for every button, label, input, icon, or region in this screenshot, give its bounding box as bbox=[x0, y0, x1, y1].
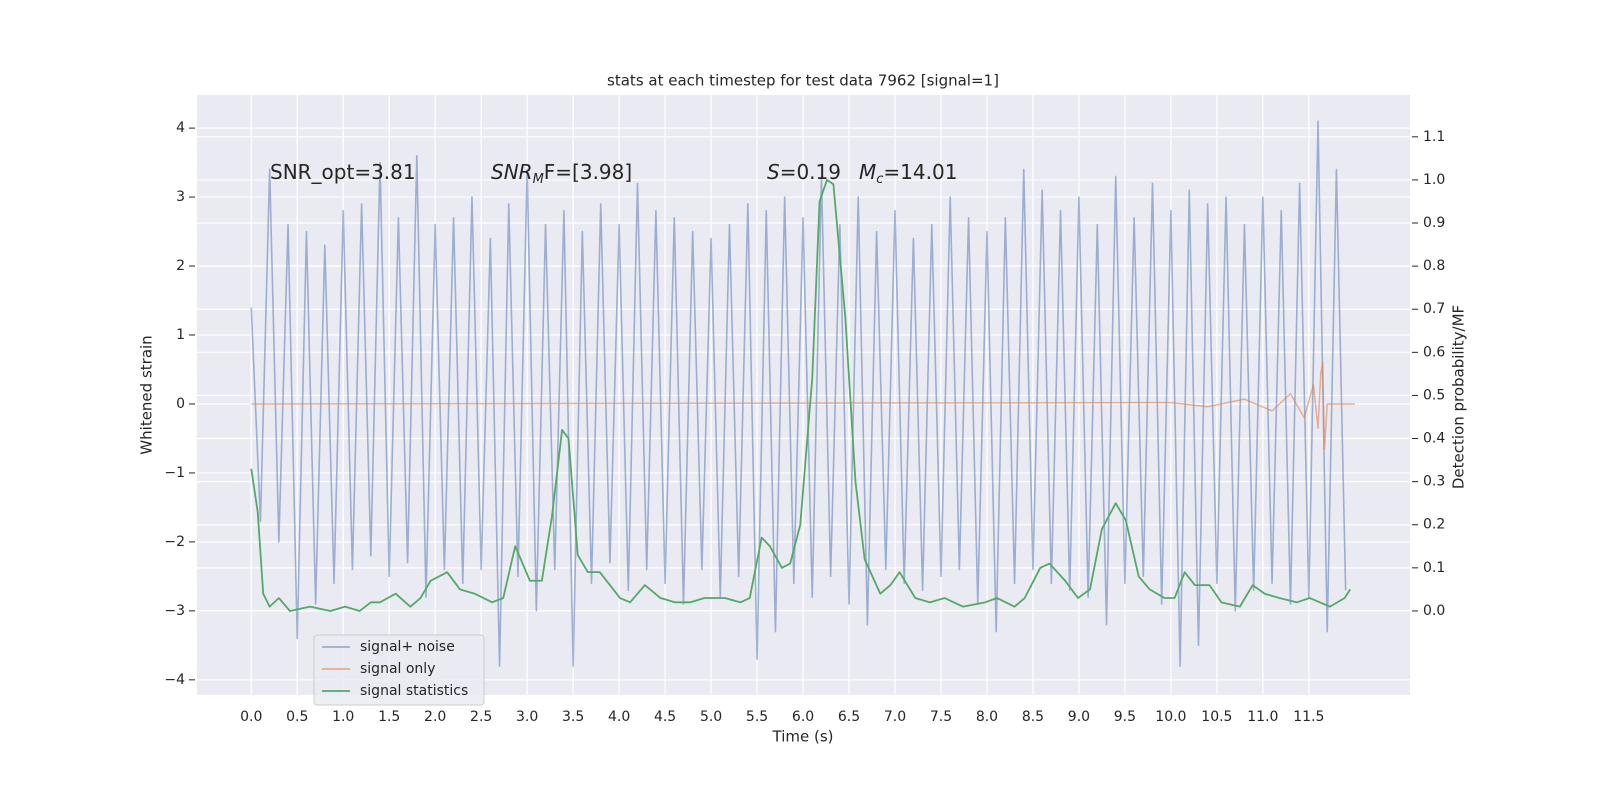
y2-tick-label: 0.6 bbox=[1423, 344, 1445, 360]
y-tick-label: 1 bbox=[176, 327, 185, 343]
x-tick-label: 11.5 bbox=[1293, 709, 1324, 725]
y-tick-label: −3 bbox=[164, 603, 185, 619]
x-tick-label: 6.5 bbox=[838, 709, 860, 725]
annotation-italic: M bbox=[859, 160, 876, 184]
x-tick-label: 0.5 bbox=[286, 709, 308, 725]
x-tick-label: 5.5 bbox=[746, 709, 768, 725]
legend-label: signal statistics bbox=[360, 683, 468, 699]
x-tick-label: 10.5 bbox=[1201, 709, 1232, 725]
legend: signal+ noise signal only signal statistic… bbox=[313, 634, 485, 706]
annotation: SNRMF=[3.98] bbox=[491, 160, 632, 187]
y-tick-label: 0 bbox=[176, 396, 185, 412]
y2-tick-label: 0.1 bbox=[1423, 560, 1445, 576]
y2-tick-label: 1.1 bbox=[1423, 129, 1445, 145]
x-tick-label: 11.0 bbox=[1247, 709, 1278, 725]
y-tick-label: −1 bbox=[164, 465, 185, 481]
x-tick-label: 9.5 bbox=[1114, 709, 1136, 725]
y2-tick-label: 0.5 bbox=[1423, 387, 1445, 403]
series-line bbox=[250, 120, 1347, 667]
y2-tick-label: 0.4 bbox=[1423, 431, 1445, 447]
y2-tick-label: 0.9 bbox=[1423, 215, 1445, 231]
x-tick-label: 8.0 bbox=[976, 709, 998, 725]
y-axis-label: Whitened strain bbox=[138, 335, 156, 454]
y-tick-label: −2 bbox=[164, 534, 185, 550]
x-axis-label: Time (s) bbox=[772, 728, 834, 746]
annotation: S=0.19 bbox=[767, 160, 841, 184]
annotation-italic: S bbox=[767, 160, 780, 184]
x-tick-label: 4.0 bbox=[608, 709, 630, 725]
x-tick-label: 1.5 bbox=[378, 709, 400, 725]
x-tick-label: 2.5 bbox=[470, 709, 492, 725]
grid bbox=[197, 95, 1410, 695]
annotation-subscript: M bbox=[533, 172, 544, 187]
legend-box bbox=[313, 634, 485, 706]
x-tick-label: 10.0 bbox=[1155, 709, 1186, 725]
x-tick-label: 3.5 bbox=[562, 709, 584, 725]
x-tick-label: 5.0 bbox=[700, 709, 722, 725]
annotation-italic: SNR bbox=[491, 160, 533, 184]
annotation-subscript: c bbox=[876, 172, 883, 187]
annotation: SNR_opt=3.81 bbox=[270, 160, 416, 184]
x-tick-label: 3.0 bbox=[516, 709, 538, 725]
chart-title: stats at each timestep for test data 796… bbox=[607, 72, 999, 90]
y2-tick-label: 0.8 bbox=[1423, 258, 1445, 274]
x-tick-label: 2.0 bbox=[424, 709, 446, 725]
y2-tick-label: 0.0 bbox=[1423, 603, 1445, 619]
x-tick-label: 4.5 bbox=[654, 709, 676, 725]
x-tick-label: 7.5 bbox=[930, 709, 952, 725]
x-tick-label: 8.5 bbox=[1022, 709, 1044, 725]
legend-label: signal only bbox=[360, 661, 435, 677]
legend-label: signal+ noise bbox=[360, 639, 455, 655]
annotation-text: =0.19 bbox=[780, 160, 841, 184]
annotation-text: =14.01 bbox=[883, 160, 957, 184]
x-tick-label: 7.0 bbox=[884, 709, 906, 725]
y-tick-label: 2 bbox=[176, 258, 185, 274]
series-line bbox=[250, 179, 1351, 612]
y2-tick-label: 0.2 bbox=[1423, 517, 1445, 533]
annotation-text: F=[3.98] bbox=[544, 160, 632, 184]
x-tick-label: 1.0 bbox=[332, 709, 354, 725]
annotation-text: SNR_opt=3.81 bbox=[270, 160, 416, 184]
x-tick-label: 6.0 bbox=[792, 709, 814, 725]
x-tick-label: 0.0 bbox=[240, 709, 262, 725]
y-tick-label: 3 bbox=[176, 189, 185, 205]
y2-axis-label: Detection probability/MF bbox=[1450, 305, 1468, 489]
annotation: Mc=14.01 bbox=[859, 160, 957, 187]
y2-tick-label: 0.3 bbox=[1423, 474, 1445, 490]
marks bbox=[250, 120, 1355, 667]
y-tick-label: 4 bbox=[176, 120, 185, 136]
y-tick-label: −4 bbox=[164, 672, 185, 688]
series-line bbox=[251, 361, 1355, 450]
y2-tick-label: 0.7 bbox=[1423, 301, 1445, 317]
x-tick-label: 9.0 bbox=[1068, 709, 1090, 725]
y2-tick-label: 1.0 bbox=[1423, 172, 1445, 188]
